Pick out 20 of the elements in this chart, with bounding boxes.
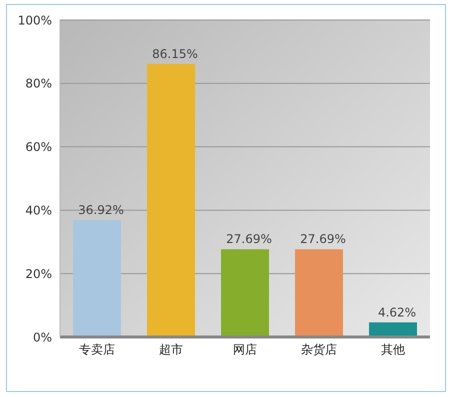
data-label: 36.92% xyxy=(78,202,124,217)
y-tick-label: 20% xyxy=(25,266,52,281)
data-label: 27.69% xyxy=(226,232,272,246)
x-tick-label: 杂货店 xyxy=(301,342,337,357)
x-tick-label: 专卖店 xyxy=(79,342,115,357)
y-tick-label: 40% xyxy=(25,203,52,218)
y-tick-label: 60% xyxy=(25,140,52,154)
bar xyxy=(73,220,121,337)
bar xyxy=(295,249,343,337)
y-tick-label: 100% xyxy=(18,13,52,28)
bar xyxy=(147,64,195,337)
y-tick-label: 80% xyxy=(25,76,52,91)
x-tick-label: 超市 xyxy=(159,342,183,357)
bar xyxy=(221,249,269,337)
x-tick-label: 其他 xyxy=(381,342,405,357)
data-label: 86.15% xyxy=(152,46,198,61)
y-tick-label: 0% xyxy=(32,330,52,344)
data-label: 27.69% xyxy=(300,232,346,246)
x-tick-label: 网店 xyxy=(233,342,257,357)
data-label: 4.62% xyxy=(378,305,416,320)
